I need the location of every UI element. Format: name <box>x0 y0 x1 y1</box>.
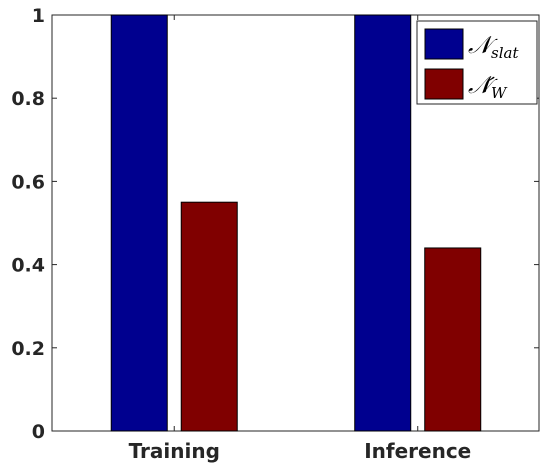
bar-training-series-1 <box>110 14 168 432</box>
y-tick-label: 0.4 <box>11 255 45 277</box>
bar-inference-series-2 <box>424 247 482 432</box>
y-tick-label: 1 <box>32 5 45 27</box>
y-tick-label: 0.2 <box>11 338 45 360</box>
bar-inference-series-1 <box>354 14 412 432</box>
x-axis: Training Inference <box>129 15 471 463</box>
legend-swatch <box>424 28 464 60</box>
y-tick-label: 0 <box>32 421 45 443</box>
bars-group <box>110 14 482 432</box>
x-category-label: Inference <box>364 439 471 463</box>
x-category-label: Training <box>129 439 220 463</box>
bar-training-series-2 <box>180 201 238 432</box>
y-tick-label: 0.6 <box>11 171 45 193</box>
legend-swatch <box>424 68 464 100</box>
y-tick-label: 0.8 <box>11 88 45 110</box>
y-axis: 0 0.2 0.4 0.6 0.8 1 <box>11 5 539 443</box>
